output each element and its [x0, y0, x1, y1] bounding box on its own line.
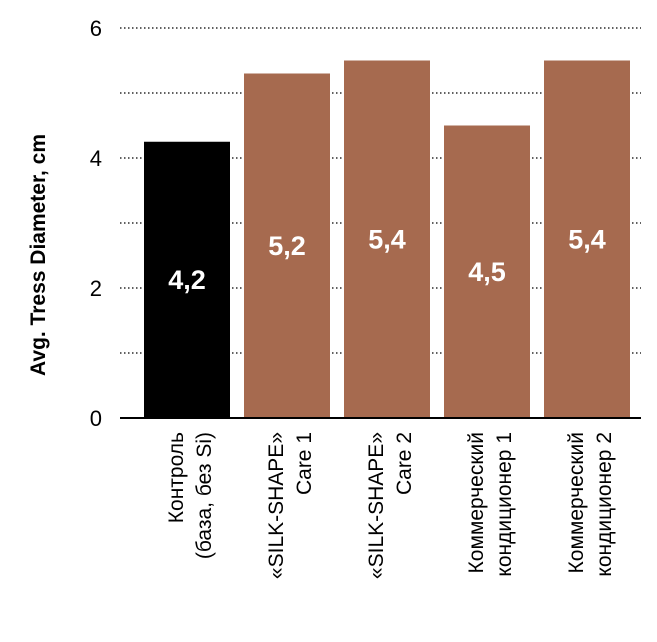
category-line: Коммерческий: [465, 432, 488, 573]
category-text: Контроль (база, без Si): [165, 432, 216, 559]
category-line: Care 2: [393, 432, 416, 495]
category-labels: Контроль (база, без Si) «SILK-SHAPE» Care 1…: [165, 432, 616, 579]
y-tick-label: 2: [90, 276, 102, 301]
data-label: 4,2: [168, 265, 206, 295]
category-line: «SILK-SHAPE»: [365, 432, 388, 579]
category-label: «SILK-SHAPE» Care 2: [365, 432, 416, 579]
category-text: Коммерческий кондиционер 1: [465, 432, 516, 577]
bar: [444, 125, 530, 418]
data-label: 5,4: [568, 224, 606, 254]
category-label: Коммерческий кондиционер 2: [565, 432, 616, 577]
category-line: (база, без Si): [193, 432, 216, 559]
bar: [144, 141, 230, 418]
category-line: Care 1: [293, 432, 316, 495]
y-tick-label: 0: [90, 406, 102, 431]
bar: [544, 60, 630, 418]
bar: [344, 60, 430, 418]
category-line: кондиционер 2: [593, 432, 616, 577]
category-text: Коммерческий кондиционер 2: [565, 432, 616, 577]
category-line: Контроль: [165, 432, 188, 523]
y-tick-label: 4: [90, 146, 102, 171]
data-label: 5,4: [368, 224, 406, 254]
category-label: Коммерческий кондиционер 1: [465, 432, 516, 577]
bar: [244, 73, 330, 418]
category-text: «SILK-SHAPE» Care 1: [265, 432, 316, 579]
y-axis-ticks: 0 2 4 6: [90, 16, 102, 431]
category-line: кондиционер 1: [493, 432, 516, 577]
category-text: «SILK-SHAPE» Care 2: [365, 432, 416, 579]
data-label: 4,5: [468, 257, 506, 287]
category-label: «SILK-SHAPE» Care 1: [265, 432, 316, 579]
y-axis-label: Avg. Tress Diameter, cm: [27, 134, 50, 376]
category-line: Коммерческий: [565, 432, 588, 573]
bars: 4,2 5,2 5,4 4,5 5,4: [144, 60, 630, 418]
data-label: 5,2: [268, 231, 306, 261]
category-label: Контроль (база, без Si): [165, 432, 216, 559]
y-tick-label: 6: [90, 16, 102, 41]
category-line: «SILK-SHAPE»: [265, 432, 288, 579]
